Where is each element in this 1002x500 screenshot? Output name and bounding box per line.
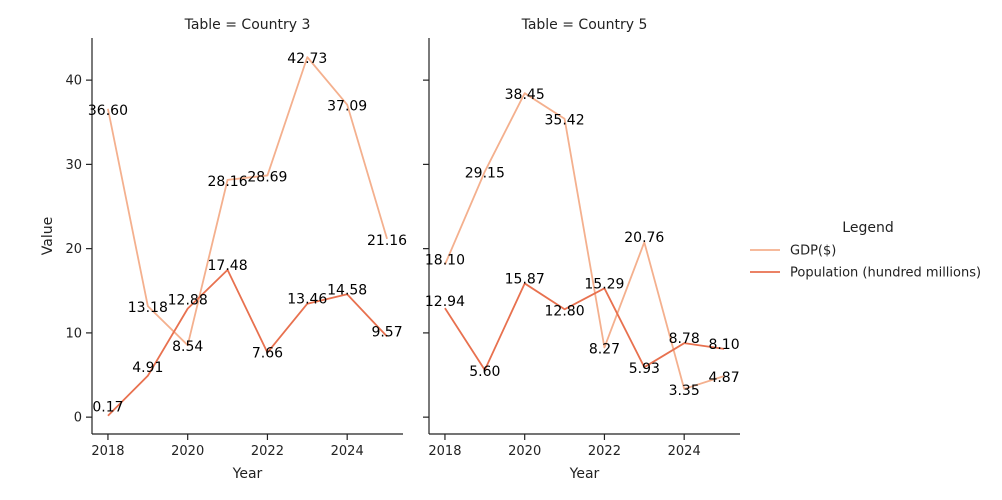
y-tick-label: 10	[65, 326, 82, 341]
panel-title: Table = Country 3	[184, 17, 311, 33]
data-label: 42.73	[287, 51, 327, 67]
data-label: 4.91	[132, 360, 163, 376]
data-label: 7.66	[252, 346, 283, 362]
data-label: 12.80	[545, 303, 585, 319]
data-label: 28.16	[208, 174, 248, 190]
series-line-gdp	[444, 92, 725, 390]
x-tick-label: 2024	[331, 444, 364, 459]
data-label: 15.87	[505, 271, 545, 287]
data-label: 12.88	[168, 293, 208, 309]
data-label: 37.09	[327, 99, 367, 115]
data-label: 8.54	[172, 339, 203, 355]
panel-2: Table = Country 5 2018 2020 2022 2024 Year 18.…	[423, 17, 740, 482]
data-label: 15.29	[584, 276, 624, 292]
x-tick-label: 2020	[508, 444, 541, 459]
data-label: 21.16	[367, 233, 407, 249]
data-label: 18.10	[425, 253, 465, 269]
y-tick-label: 0	[74, 411, 82, 426]
series-line-gdp	[107, 56, 388, 347]
panel-title: Table = Country 5	[521, 17, 648, 33]
series-line-population	[107, 268, 388, 417]
data-label: 29.15	[465, 166, 505, 182]
data-label: 8.27	[589, 341, 620, 357]
legend: Legend GDP($) Population (hundred millions…	[750, 220, 981, 281]
data-label: 13.46	[287, 292, 327, 308]
data-label: 17.48	[208, 258, 248, 274]
x-axis-title: Year	[569, 466, 600, 482]
data-label: 35.42	[545, 113, 585, 129]
series-line-population	[444, 282, 725, 371]
data-label: 20.76	[624, 230, 664, 246]
data-label: 4.87	[708, 370, 739, 386]
data-label: 12.94	[425, 294, 465, 310]
data-label: 0.17	[92, 400, 123, 416]
data-label: 8.78	[669, 331, 700, 347]
y-tick-label: 30	[65, 158, 82, 173]
x-tick-label: 2022	[588, 444, 621, 459]
legend-title: Legend	[842, 220, 893, 236]
data-label: 14.58	[327, 282, 367, 298]
x-tick-label: 2020	[171, 444, 204, 459]
y-tick-label: 20	[65, 242, 82, 257]
data-label: 9.57	[371, 325, 402, 341]
data-label: 5.93	[629, 361, 660, 377]
x-axis-title: Year	[232, 466, 263, 482]
y-axis-title: Value	[40, 217, 56, 255]
y-tick-label: 40	[65, 74, 82, 89]
x-tick-label: 2024	[668, 444, 701, 459]
data-label: 28.69	[247, 169, 287, 185]
panel-1: Table = Country 3 0 10 20 30 40 2018 2020 2022 20…	[40, 17, 407, 482]
data-label: 8.10	[708, 337, 739, 353]
legend-entry-label: Population (hundred millions)	[790, 266, 981, 281]
data-label: 3.35	[669, 383, 700, 399]
x-tick-label: 2018	[91, 444, 124, 459]
x-tick-label: 2022	[251, 444, 284, 459]
data-label: 38.45	[505, 87, 545, 103]
data-label: 5.60	[469, 364, 500, 380]
legend-entry-label: GDP($)	[790, 244, 836, 259]
x-tick-label: 2018	[428, 444, 461, 459]
data-label: 13.18	[128, 300, 168, 316]
data-label: 36.60	[88, 103, 128, 119]
